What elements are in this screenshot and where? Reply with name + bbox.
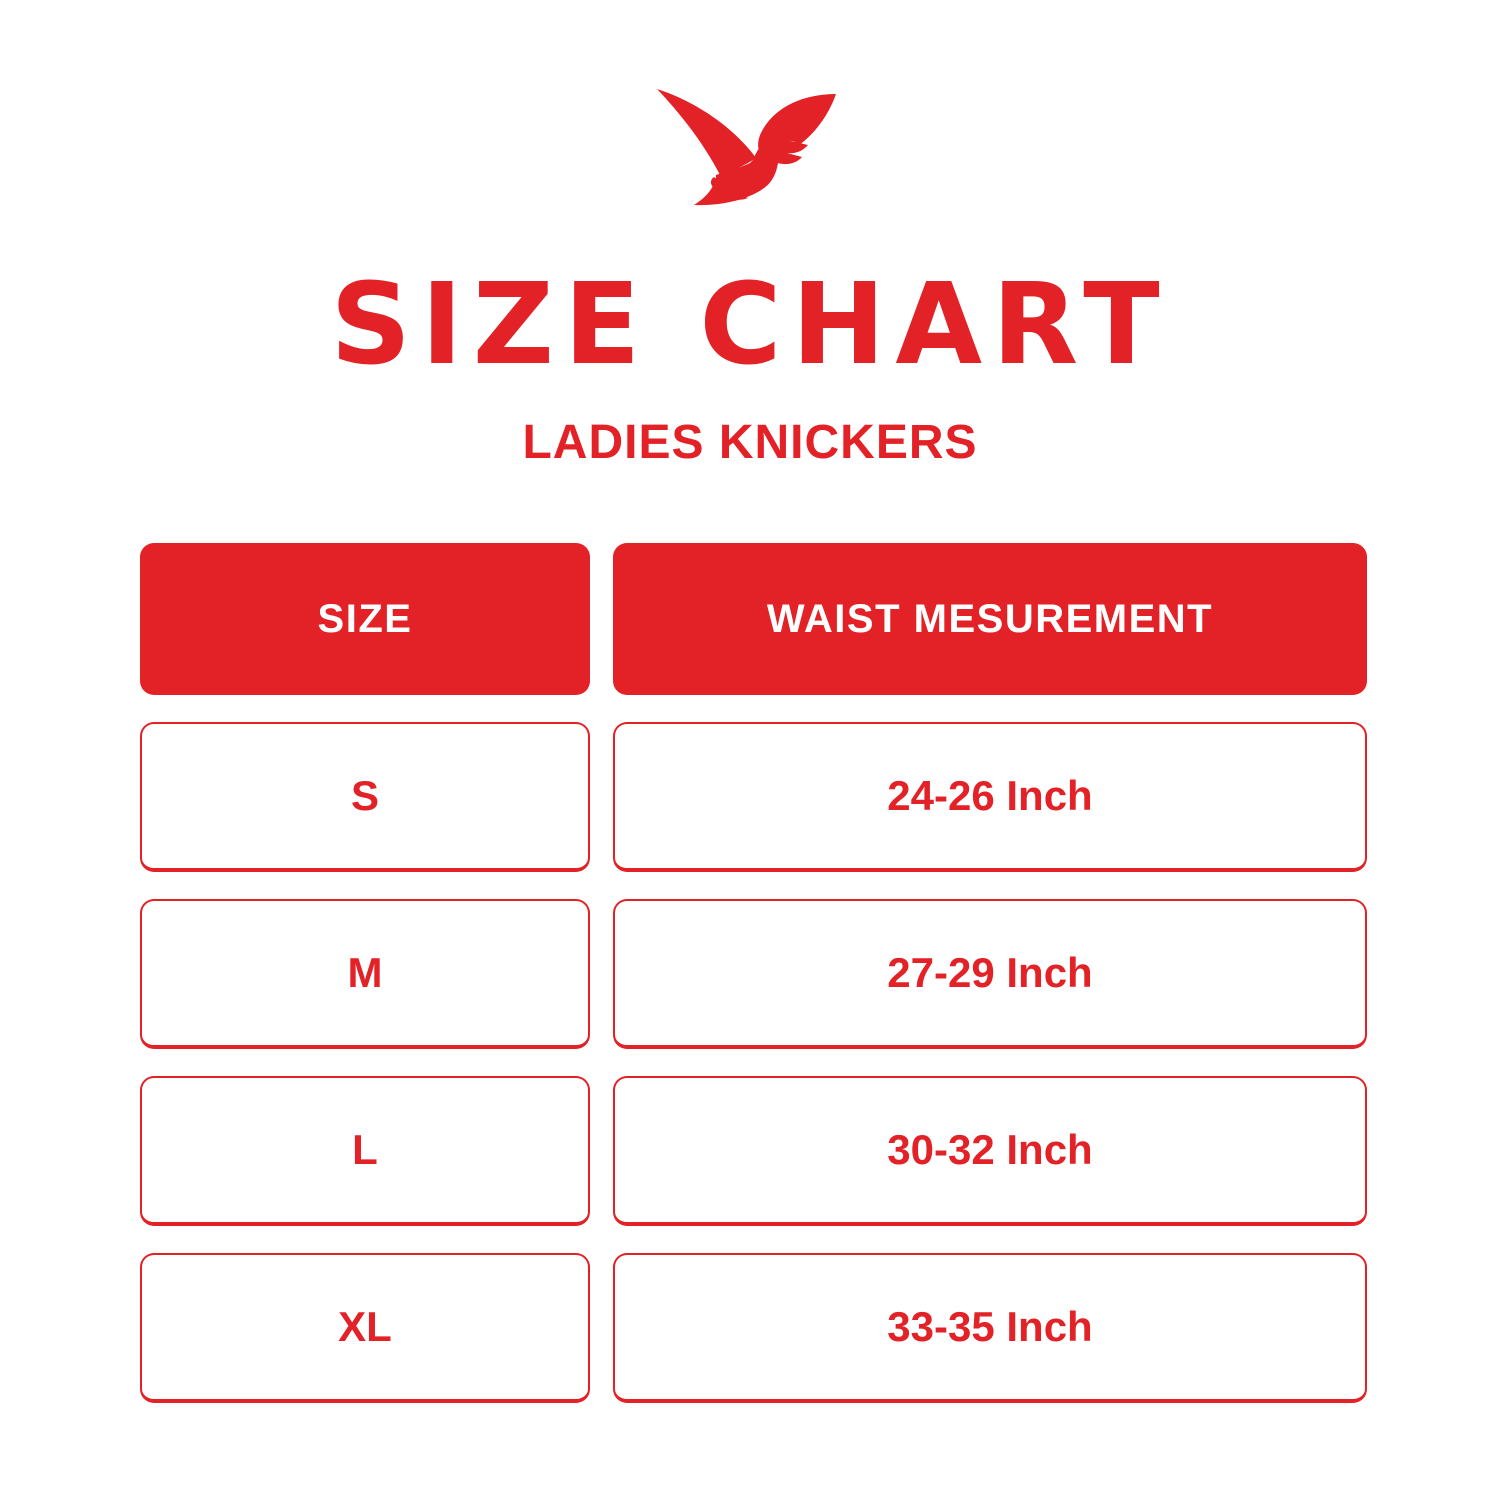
row-l-size-cell: L xyxy=(140,1076,590,1226)
column-header-waist: WAIST MESUREMENT xyxy=(613,543,1367,695)
row-m-size-cell: M xyxy=(140,899,590,1049)
row-l-waist-cell: 30-32 Inch xyxy=(613,1076,1367,1226)
page-subtitle: LADIES KNICKERS xyxy=(522,416,978,469)
row-xl-waist-cell: 33-35 Inch xyxy=(613,1253,1367,1403)
row-s-size-cell: S xyxy=(140,722,590,872)
brand-logo xyxy=(640,75,860,240)
page-title: SIZE CHART xyxy=(330,260,1170,390)
row-m-waist-cell: 27-29 Inch xyxy=(613,899,1367,1049)
column-header-size: SIZE xyxy=(140,543,590,695)
bird-logo-icon xyxy=(657,89,836,206)
row-xl-size-cell: XL xyxy=(140,1253,590,1403)
row-s-waist-cell: 24-26 Inch xyxy=(613,722,1367,872)
size-table: SIZE WAIST MESUREMENT S 24-26 Inch M 27-… xyxy=(140,543,1367,1403)
